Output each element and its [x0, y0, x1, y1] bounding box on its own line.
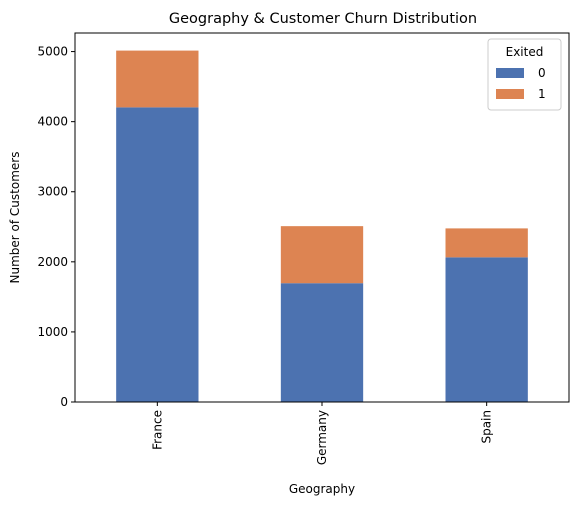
- y-tick-label: 4000: [37, 115, 68, 129]
- y-axis-label: Number of Customers: [8, 152, 22, 284]
- legend-swatch-exited-1: [496, 89, 524, 99]
- bars: [116, 50, 528, 402]
- bar-france-exited-0: [116, 107, 199, 402]
- legend-label-exited-0: 0: [538, 66, 546, 80]
- x-axis-label: Geography: [289, 482, 355, 496]
- x-tick-label: Spain: [480, 410, 494, 444]
- bar-spain-exited-1: [445, 228, 528, 258]
- bar-germany-exited-1: [280, 226, 364, 284]
- x-tick-label: France: [150, 410, 164, 450]
- plot-area: 0 1000 2000 3000 4000 5000 France Germany Spain: [37, 32, 570, 465]
- y-tick-label: 0: [60, 395, 68, 409]
- x-axis: France Germany Spain: [150, 402, 494, 465]
- legend-title: Exited: [506, 45, 544, 59]
- y-tick-label: 5000: [37, 45, 68, 59]
- plot-frame: [74, 32, 570, 403]
- legend-label-exited-1: 1: [538, 87, 546, 101]
- legend-swatch-exited-0: [496, 68, 524, 78]
- y-tick-label: 1000: [37, 325, 68, 339]
- y-axis: 0 1000 2000 3000 4000 5000: [37, 45, 75, 409]
- x-tick-label: Germany: [315, 410, 329, 465]
- y-tick-label: 2000: [37, 255, 68, 269]
- bar-france-exited-1: [116, 50, 199, 108]
- chart-title: Geography & Customer Churn Distribution: [169, 11, 477, 27]
- y-tick-label: 3000: [37, 185, 68, 199]
- bar-spain-exited-0: [445, 257, 528, 402]
- bar-germany-exited-0: [280, 283, 364, 402]
- legend: Exited 01: [487, 38, 562, 111]
- legend-items: 01: [496, 66, 546, 101]
